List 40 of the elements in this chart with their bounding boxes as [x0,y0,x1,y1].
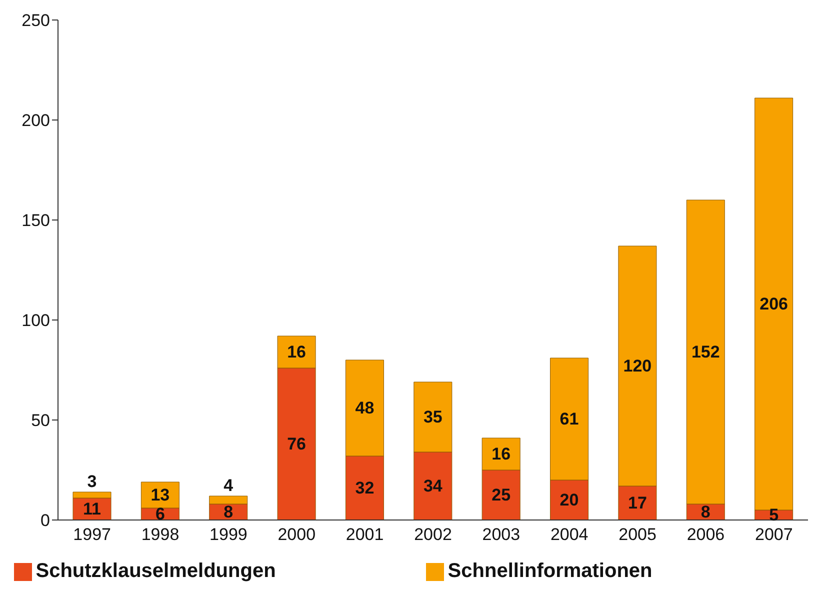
x-tick-label: 2004 [550,525,588,544]
x-tick-label: 1997 [73,525,112,544]
data-label: 4 [224,476,234,495]
data-label: 16 [287,342,306,362]
data-label: 8 [700,502,710,522]
data-label: 16 [492,444,511,464]
x-tick-label: 2003 [482,525,520,544]
y-tick-label: 50 [31,411,50,430]
data-label: 152 [691,342,720,362]
data-label: 35 [423,408,442,426]
data-label: 13 [150,486,170,504]
data-label: 32 [355,478,374,498]
x-tick-label: 2002 [414,525,452,544]
x-tick-label: 2007 [754,525,793,544]
legend-label: Schnellinformationen [448,560,652,582]
x-tick-label: 2006 [686,525,725,544]
data-label: 76 [287,434,306,454]
y-tick-label: 150 [22,211,50,230]
y-tick-label: 200 [22,111,50,130]
data-label: 61 [560,410,579,428]
data-label: 206 [760,294,788,314]
x-tick-label: 2005 [618,525,656,544]
y-tick-label: 250 [22,11,50,30]
data-label: 120 [623,356,652,376]
data-label: 48 [355,398,374,418]
data-label: 34 [423,476,443,496]
data-label: 8 [224,502,234,522]
data-label: 6 [155,504,165,524]
data-label: 17 [628,494,647,512]
data-label: 20 [560,490,579,510]
x-tick-label: 1999 [210,525,248,544]
data-label: 3 [87,472,97,491]
x-tick-label: 2001 [346,525,384,544]
y-tick-label: 100 [22,311,50,330]
y-tick-label: 0 [40,511,50,530]
x-tick-label: 1998 [141,525,180,544]
x-tick-label: 2000 [278,525,316,544]
data-label: 11 [83,500,101,518]
data-label: 25 [492,486,511,504]
legend-label: Schutzklauselmeldungen [36,560,276,582]
